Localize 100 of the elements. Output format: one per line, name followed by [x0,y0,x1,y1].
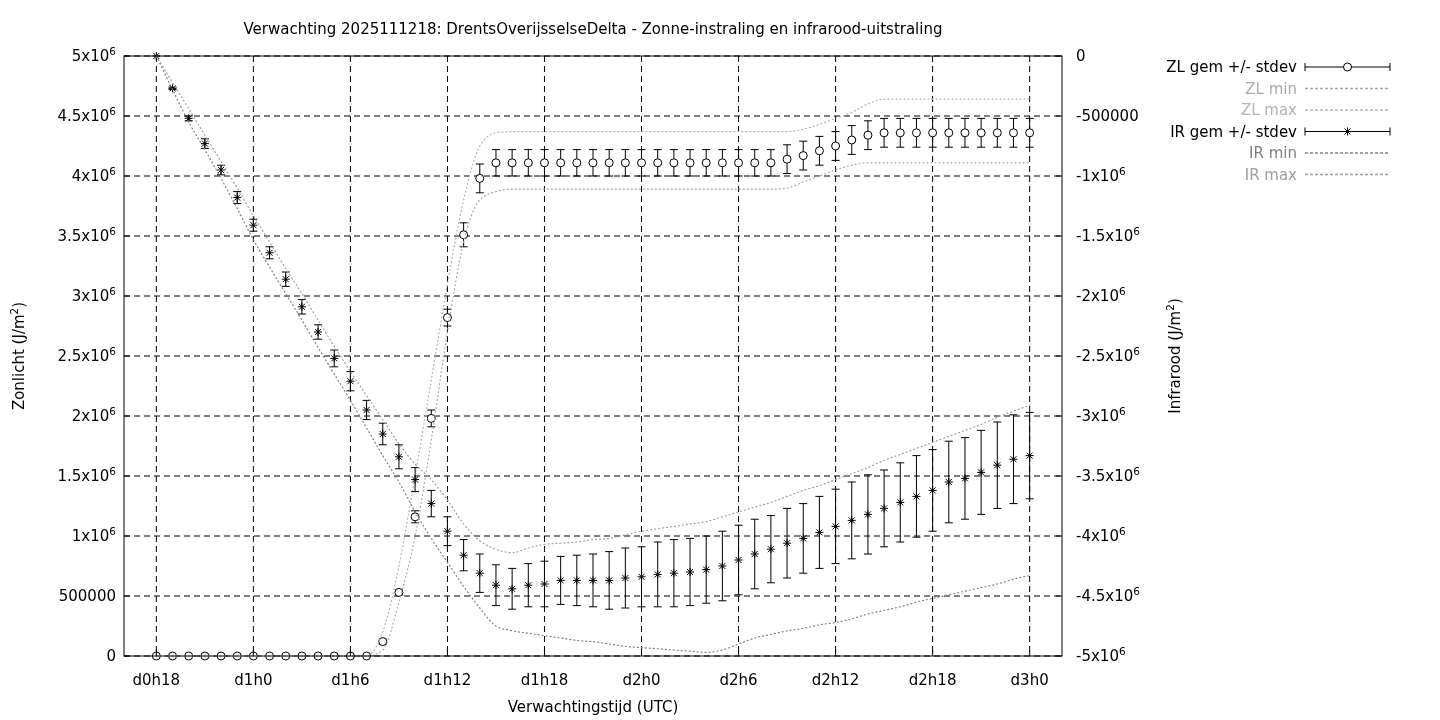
point [863,509,873,519]
legend-label: IR gem +/- stdev [1170,122,1298,141]
point [847,135,857,145]
text: IR max [1244,165,1298,184]
point [556,575,566,585]
point [378,429,388,439]
point [944,477,954,487]
point [928,128,938,138]
x-tick-label: d2h18 [908,671,957,689]
point [491,580,501,590]
point [572,158,582,168]
x-tick-label: d2h6 [719,671,758,689]
point [637,158,647,168]
point [976,467,986,477]
point [394,452,404,462]
x-axis-title: Verwachtingstijd (UTC) [507,698,679,716]
y2-tick-label: -4x10$^{6}$ [1076,525,1126,545]
y2-tick-label: -3x10$^{6}$ [1076,405,1126,425]
y-tick-label: 4.5x10$^{6}$ [57,105,117,125]
point [798,151,808,161]
point [539,158,549,168]
point [620,573,630,583]
point [539,579,549,589]
y-tick-label: 5x10$^{6}$ [71,45,117,65]
point [442,313,452,323]
point [523,158,533,168]
point [750,549,760,559]
point [879,128,889,138]
y-tick-label: 500000 [58,587,116,605]
point [426,499,436,509]
point [944,128,954,138]
y2-tick-label: -2x10$^{6}$ [1076,285,1126,305]
x-tick-label: d2h12 [811,671,860,689]
point [507,158,517,168]
y2-tick-label: -4.5x10$^{6}$ [1076,585,1141,605]
point [928,485,938,495]
point [604,575,614,585]
x-tick-label: d1h12 [423,671,472,689]
point [847,515,857,525]
point [426,413,436,423]
point [766,544,776,554]
point [1025,451,1035,461]
x-tick-label: d1h0 [234,671,273,689]
point [653,158,663,168]
point [701,565,711,575]
point [992,128,1002,138]
point [911,491,921,501]
y2-tick-label: -3.5x10$^{6}$ [1076,465,1141,485]
point [798,533,808,543]
y-tick-label: 1x10$^{6}$ [71,525,117,545]
x-tick-label: d1h6 [331,671,370,689]
point [1008,128,1018,138]
point [329,353,339,363]
point [620,158,630,168]
y2-tick-label: -2.5x10$^{6}$ [1076,345,1141,365]
text: IR min [1249,144,1297,162]
y-tick-label: 2x10$^{6}$ [71,405,117,425]
chart-title: Verwachting 2025111218: DrentsOverijsselseDelta - Zonne-instraling en infrarood-uitstraling [243,20,943,38]
point [734,158,744,168]
point [410,475,420,485]
y2-tick-label: -1x10$^{6}$ [1076,165,1126,185]
point [734,555,744,565]
point [685,567,695,577]
point [831,141,841,151]
y2-tick-label: -1.5x10$^{6}$ [1076,225,1141,245]
point [750,158,760,168]
x-tick-label: d2h0 [622,671,661,689]
point [588,575,598,585]
point [572,575,582,585]
legend-label: ZL gem +/- stdev [1166,58,1298,76]
point [669,158,679,168]
point [976,128,986,138]
point [701,158,711,168]
x-tick-label: d1h18 [520,671,569,689]
y-tick-label: 2.5x10$^{6}$ [57,345,117,365]
point [831,521,841,531]
point [1025,128,1035,138]
y-tick-label: 1.5x10$^{6}$ [57,465,117,485]
point [766,158,776,168]
point [960,128,970,138]
point [362,405,372,415]
x-tick-label: d3h0 [1010,671,1049,689]
point [717,158,727,168]
y-tick-label: 3.5x10$^{6}$ [57,225,117,245]
x-tick-label: d0h18 [132,671,181,689]
point [442,526,452,536]
point [814,527,824,537]
point [895,128,905,138]
y-tick-label: 3x10$^{6}$ [71,285,117,305]
point [992,460,1002,470]
point [588,158,598,168]
y2-tick-label: -500000 [1076,107,1139,125]
point [653,569,663,579]
point [911,128,921,138]
point [895,497,905,507]
y2-tick-label: 0 [1076,47,1086,65]
point [556,158,566,168]
point [960,473,970,483]
point [669,568,679,578]
point [717,561,727,571]
